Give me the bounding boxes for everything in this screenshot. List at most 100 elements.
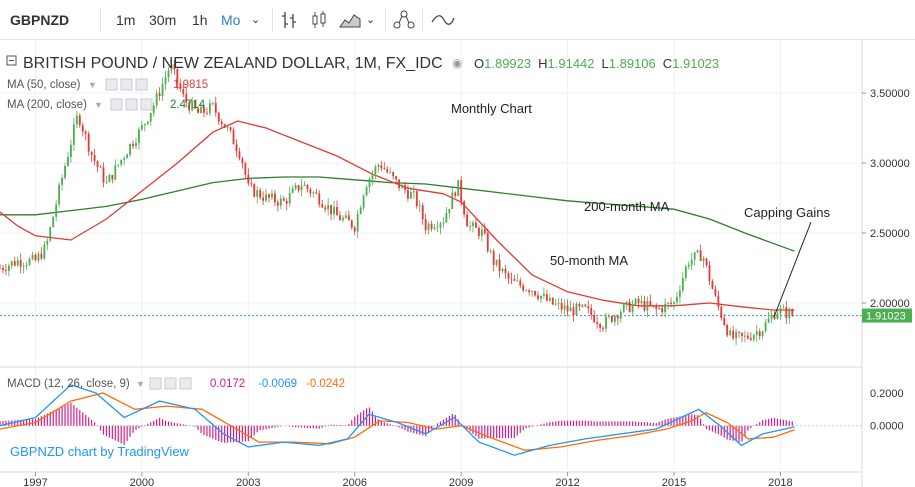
candle-body — [436, 227, 439, 229]
candle-body — [395, 176, 398, 180]
bar-style-icon[interactable] — [279, 10, 299, 50]
ma50-legend-value: 1.9815 — [173, 79, 208, 91]
candle-body — [253, 184, 256, 197]
candle-body — [741, 332, 743, 336]
ma50-legend-label[interactable]: MA (50, close) — [7, 79, 81, 91]
candle-body — [46, 240, 49, 245]
candle-body — [149, 112, 152, 122]
candle-body — [108, 174, 111, 182]
candle-body — [327, 204, 330, 210]
candle-body — [519, 280, 522, 286]
monthly-chart-note: Monthly Chart — [451, 101, 532, 116]
candle-body — [652, 305, 655, 307]
candle-body — [341, 217, 344, 221]
candle-body — [362, 195, 365, 208]
candle-body — [152, 105, 155, 113]
candle-body — [368, 178, 371, 188]
interval-mo[interactable]: Mo — [221, 12, 241, 28]
time-axis[interactable]: 1997 2000 2003 2006 2009 2012 2015 2018 — [23, 472, 793, 487]
candle-body — [605, 316, 607, 329]
chevron-down-icon[interactable]: ▼ — [94, 100, 103, 110]
indicators-icon[interactable] — [392, 9, 416, 49]
candle-body — [619, 311, 622, 319]
candle-body — [454, 192, 457, 196]
capping-gains-pointer — [773, 221, 812, 318]
symbol-label[interactable]: GBPNZD — [10, 12, 70, 28]
candle-body — [392, 172, 395, 177]
candle-body — [770, 315, 773, 319]
candle-body — [658, 307, 661, 309]
eye-icon[interactable]: ◉ — [452, 56, 462, 70]
candle-body — [616, 315, 619, 319]
candle-body — [421, 205, 424, 220]
candle-body — [238, 151, 241, 159]
chevron-down-icon[interactable]: ▼ — [136, 379, 145, 389]
candle-body — [451, 192, 454, 210]
candle-body — [557, 302, 560, 304]
candle-body — [87, 133, 90, 152]
candle-body — [336, 206, 338, 216]
interval-30m[interactable]: 30m — [149, 12, 177, 28]
ma200-legend-label[interactable]: MA (200, close) — [7, 99, 87, 111]
candle-body — [711, 281, 714, 289]
ma200-annotation: 200-month MA — [584, 199, 670, 214]
time-tick-label: 2015 — [662, 477, 686, 487]
candle-body — [282, 198, 285, 201]
candle-body — [13, 261, 16, 266]
candle-body — [516, 280, 519, 282]
chevron-down-icon[interactable]: ⌄ — [251, 14, 261, 26]
candle-body — [640, 300, 643, 303]
candle-body — [761, 331, 764, 337]
candle-body — [268, 194, 270, 198]
chevron-down-icon[interactable]: ⌄ — [366, 14, 376, 26]
candle-body — [469, 226, 471, 227]
candle-body — [265, 194, 267, 201]
candle-body — [445, 213, 448, 223]
interval-1m[interactable]: 1m — [116, 12, 136, 28]
candle-body — [321, 204, 324, 208]
collapse-icon[interactable] — [6, 55, 17, 66]
candle-body — [138, 129, 140, 143]
candle-body — [498, 259, 501, 272]
candle-body — [291, 188, 294, 193]
candle-body — [294, 185, 297, 189]
candle-body — [608, 316, 610, 317]
candle-body — [466, 214, 468, 227]
macd-legend-label[interactable]: MACD (12, 26, close, 9) — [7, 378, 130, 390]
candle-body — [717, 295, 720, 307]
interval-1h[interactable]: 1h — [192, 12, 208, 28]
candle-body — [398, 179, 400, 189]
candle-body — [191, 101, 194, 111]
candle-style-icon[interactable] — [309, 10, 329, 50]
candle-body — [220, 121, 223, 125]
candle-body — [602, 327, 604, 329]
ma50-legend-controls[interactable] — [105, 78, 148, 91]
compare-icon[interactable] — [430, 10, 456, 50]
candle-body — [318, 193, 321, 205]
candle-body — [81, 125, 84, 132]
macd-legend-controls[interactable] — [149, 377, 192, 390]
candle-body — [374, 166, 377, 175]
ma200-legend-value: 2.4714 — [170, 99, 206, 111]
time-tick-label: 2009 — [449, 477, 473, 487]
candle-body — [10, 261, 13, 266]
candle-body — [782, 307, 785, 309]
ma200-legend-controls[interactable] — [110, 98, 153, 111]
candle-body — [409, 192, 412, 199]
candle-body — [203, 107, 205, 113]
candle-body — [276, 202, 279, 206]
candle-body — [58, 184, 61, 205]
chart-canvas[interactable]: 3.50000 3.00000 2.50000 2.00000 0.2000 0.0000… — [0, 40, 915, 487]
candle-body — [353, 227, 356, 232]
candle-body — [581, 304, 584, 307]
price-axis[interactable]: 3.50000 3.00000 2.50000 2.00000 0.2000 0.0000 — [862, 88, 910, 433]
candle-body — [117, 164, 120, 166]
candle-body — [460, 180, 463, 202]
attribution-text[interactable]: GBPNZD chart by TradingView — [10, 444, 190, 459]
candle-body — [214, 102, 217, 113]
candle-body — [746, 335, 749, 339]
chevron-down-icon[interactable]: ▼ — [88, 80, 97, 90]
ma200-line — [0, 176, 795, 252]
area-style-icon[interactable] — [339, 10, 361, 50]
candle-body — [297, 185, 300, 191]
